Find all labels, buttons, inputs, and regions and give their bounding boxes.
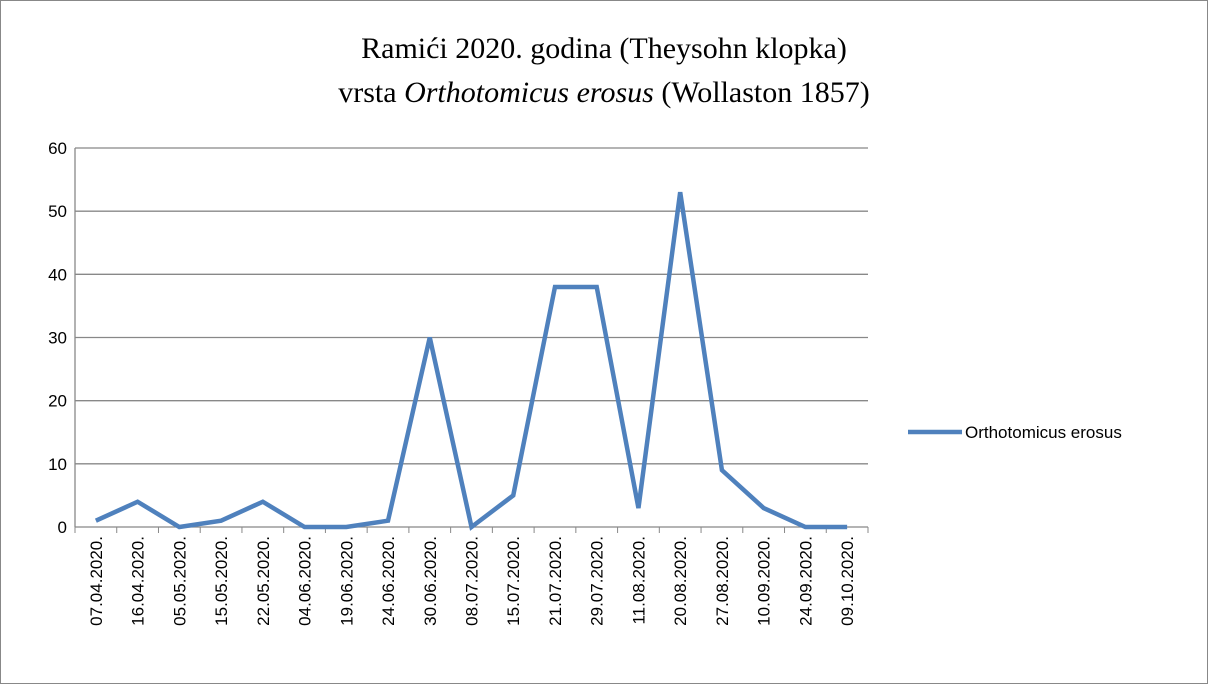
line (94, 191, 848, 531)
x-tick-label: 30.06.2020. (421, 536, 440, 626)
title-part: Orthotomicus erosus (404, 76, 654, 109)
x-tick-label: 21.07.2020. (546, 536, 565, 626)
x-tick-label: 04.06.2020. (296, 536, 315, 626)
x-tick-label: 22.05.2020. (254, 536, 273, 626)
chart-title: Ramići 2020. godina (Theysohn klopka) (361, 32, 847, 65)
x-tick-label: 24.06.2020. (379, 536, 398, 626)
x-tick-label: 05.05.2020. (170, 536, 189, 626)
x-tick-label: 15.07.2020. (504, 536, 523, 626)
title-part: (Wollaston 1857) (654, 76, 870, 109)
y-tick-label: 40 (48, 265, 67, 284)
title-part: vrsta (338, 76, 404, 109)
x-tick-label: 10.09.2020. (755, 536, 774, 626)
x-tick-label: 15.05.2020. (212, 536, 231, 626)
chart-title: vrsta Orthotomicus erosus (Wollaston 185… (338, 76, 869, 109)
x-tick-label: 19.06.2020. (337, 536, 356, 626)
x-tick-label: 11.08.2020. (629, 536, 648, 625)
title-part: Ramići 2020. godina (Theysohn klopka) (361, 32, 847, 65)
x-tick-label: 16.04.2020. (129, 536, 148, 626)
y-tick-label: 30 (48, 329, 67, 348)
y-tick-label: 50 (48, 202, 67, 221)
y-tick-label: 20 (48, 392, 67, 411)
x-tick-label: 07.04.2020. (87, 536, 106, 626)
y-tick-label: 10 (48, 455, 67, 474)
legend-label: Orthotomicus erosus (965, 423, 1122, 442)
x-tick-label: 09.10.2020. (838, 536, 857, 626)
x-tick-label: 29.07.2020. (588, 536, 607, 626)
y-tick-label: 0 (58, 518, 67, 537)
y-tick-label: 60 (48, 139, 67, 158)
x-tick-label: 24.09.2020. (796, 536, 815, 626)
x-tick-label: 20.08.2020. (671, 536, 690, 626)
x-tick-label: 27.08.2020. (713, 536, 732, 626)
x-tick-label: 08.07.2020. (463, 536, 482, 626)
